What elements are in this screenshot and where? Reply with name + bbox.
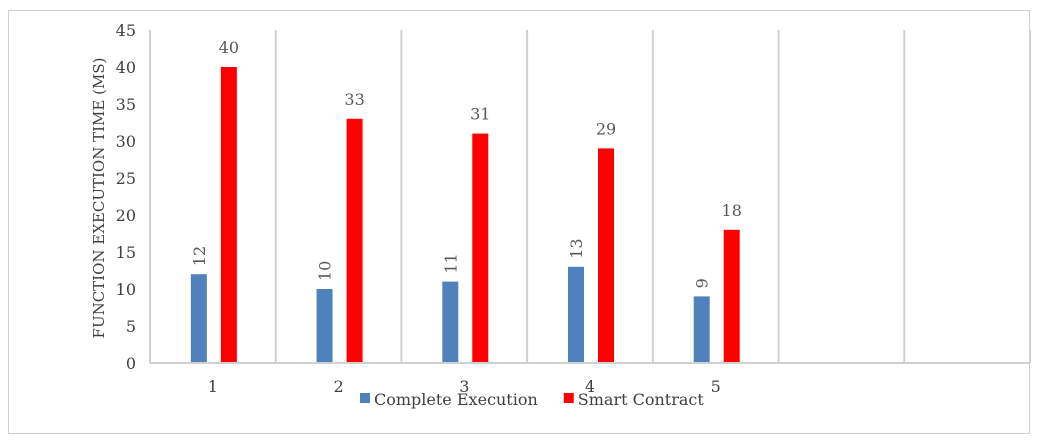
y-tick-label: 30 [116,132,136,151]
bar [693,296,710,363]
bar [568,266,584,363]
y-tick-label: 15 [116,243,136,262]
x-axis: 1 2 3 4 5 [150,362,1030,396]
data-label: 31 [470,105,490,124]
legend-swatch [563,393,574,403]
data-label: 10 [316,261,335,281]
bar [472,133,489,363]
x-tick-label: 3 [459,377,469,396]
data-label: 33 [344,90,364,109]
x-tick-label: 2 [333,377,343,396]
bar [190,274,207,363]
legend-swatch [360,393,370,403]
data-label: 40 [219,38,239,57]
x-tick-label: 4 [585,377,595,396]
data-label: 9 [693,278,712,288]
y-axis-title: FUNCTION EXECUTION TIME (MS) [90,58,108,339]
y-tick-label: 45 [116,21,136,40]
data-label: 18 [722,201,742,220]
bars [190,67,740,363]
y-tick-label: 35 [116,95,136,114]
y-tick-label: 0 [126,354,136,373]
legend-label: Complete Execution [374,390,538,409]
data-label: 29 [596,119,616,138]
x-tick-label: 5 [711,377,721,396]
y-tick-label: 5 [126,317,136,336]
bar [598,148,614,363]
legend-label: Smart Contract [578,390,705,409]
y-axis: 0 5 10 15 20 25 30 35 40 45 [116,21,136,373]
x-tick-label: 1 [208,377,218,396]
data-label: 13 [567,238,586,258]
y-tick-label: 10 [116,280,136,299]
bar [346,118,363,363]
data-label: 12 [190,246,209,266]
data-labels: 12 10 11 13 9 40 33 31 29 18 [190,38,742,288]
bar [316,289,333,363]
bar [442,281,459,363]
y-tick-label: 40 [116,58,136,77]
bar [723,229,740,363]
legend: Complete Execution Smart Contract [360,390,704,409]
bar [220,67,237,363]
category-separators [149,30,1031,363]
data-label: 11 [441,253,460,273]
y-tick-label: 20 [116,206,136,225]
y-tick-label: 25 [116,169,136,188]
